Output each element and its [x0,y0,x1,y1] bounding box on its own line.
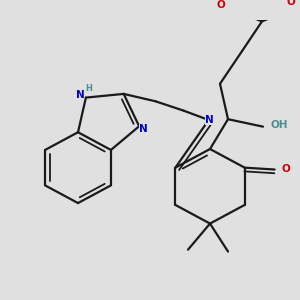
Text: O: O [286,0,296,7]
Text: O: O [281,164,290,174]
Text: N: N [139,124,148,134]
Text: N: N [205,115,214,125]
Text: H: H [85,84,92,93]
Text: O: O [217,1,225,10]
Text: N: N [76,90,84,100]
Text: OH: OH [270,120,288,130]
